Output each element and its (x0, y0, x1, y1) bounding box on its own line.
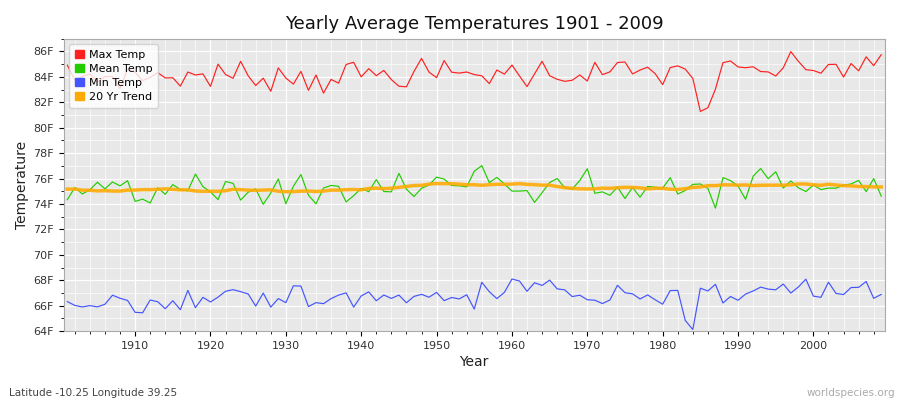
Text: Latitude -10.25 Longitude 39.25: Latitude -10.25 Longitude 39.25 (9, 388, 177, 398)
Title: Yearly Average Temperatures 1901 - 2009: Yearly Average Temperatures 1901 - 2009 (285, 15, 663, 33)
Y-axis label: Temperature: Temperature (15, 141, 29, 229)
Text: worldspecies.org: worldspecies.org (807, 388, 896, 398)
Legend: Max Temp, Mean Temp, Min Temp, 20 Yr Trend: Max Temp, Mean Temp, Min Temp, 20 Yr Tre… (69, 44, 158, 108)
X-axis label: Year: Year (460, 355, 489, 369)
